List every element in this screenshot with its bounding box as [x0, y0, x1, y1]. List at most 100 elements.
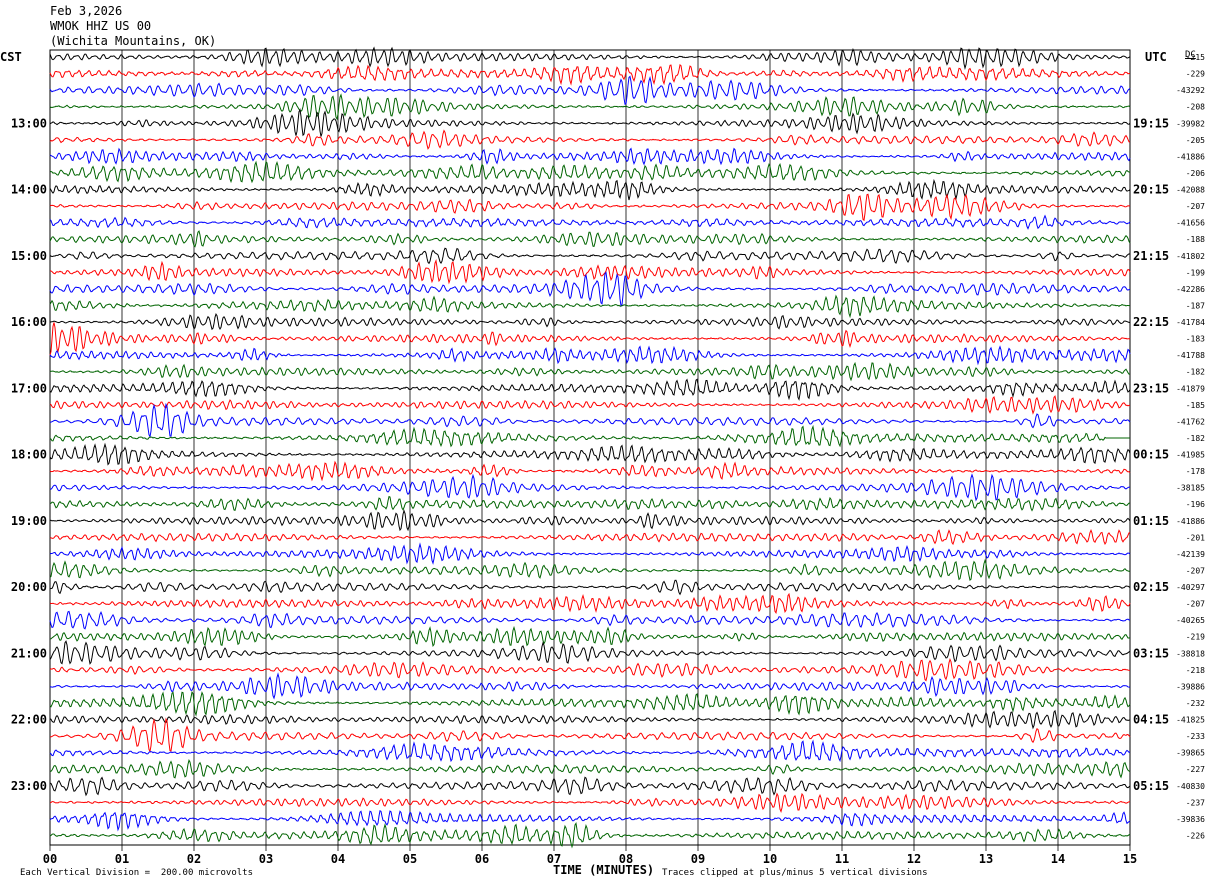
- x-axis-label: TIME (MINUTES): [553, 863, 655, 877]
- station-location: (Wichita Mountains, OK): [50, 34, 217, 48]
- seismic-trace: [49, 658, 1131, 682]
- dc-offset-label: -39865: [1176, 749, 1205, 758]
- dc-offset-label: -227: [1186, 765, 1205, 774]
- x-tick-label: 05: [403, 852, 417, 866]
- utc-hour-label: 22:15: [1133, 315, 1169, 329]
- dc-offset-label: -201: [1186, 533, 1205, 542]
- seismic-trace: [49, 460, 1131, 482]
- seismic-trace: [49, 247, 1131, 265]
- cst-hour-label: 21:00: [11, 646, 47, 660]
- seismic-trace: [49, 442, 1131, 466]
- cst-hour-label: 14:00: [11, 183, 47, 197]
- cst-hour-label: 20:00: [11, 580, 47, 594]
- x-tick-label: 03: [259, 852, 273, 866]
- dc-offset-label: -226: [1186, 831, 1205, 840]
- dc-offset-label: -41886: [1176, 517, 1205, 526]
- dc-offset-label: -41825: [1176, 716, 1205, 725]
- seismic-trace: [49, 75, 1131, 105]
- dc-offset-label: -41886: [1176, 152, 1205, 161]
- x-tick-label: 09: [691, 852, 705, 866]
- x-tick-label: 07: [547, 852, 561, 866]
- seismic-trace: [49, 640, 1131, 665]
- utc-hour-label: 03:15: [1133, 646, 1169, 660]
- seismic-trace: [49, 361, 1131, 382]
- seismic-trace: [49, 46, 1131, 70]
- dc-offset-label: -207: [1186, 600, 1205, 609]
- seismic-trace: [49, 739, 1131, 763]
- dc-offset-label: -40265: [1176, 616, 1205, 625]
- dc-offset-label: -41985: [1176, 451, 1205, 460]
- scale-note: Each Vertical Division = 200.00 microvol…: [20, 868, 253, 878]
- cst-hour-label: 13:00: [11, 116, 47, 130]
- dc-offset-label: -41762: [1176, 417, 1205, 426]
- seismic-trace: [49, 809, 1131, 832]
- seismic-trace: [49, 672, 1131, 700]
- x-tick-label: 14: [1051, 852, 1065, 866]
- left-timezone-label: CST: [0, 50, 22, 64]
- utc-hour-label: 04:15: [1133, 713, 1169, 727]
- utc-hour-label: 01:15: [1133, 514, 1169, 528]
- dc-offset-label: -41784: [1176, 318, 1205, 327]
- x-tick-label: 02: [187, 852, 201, 866]
- utc-hour-label: 00:15: [1133, 448, 1169, 462]
- x-tick-label: 15: [1123, 852, 1137, 866]
- seismic-trace: [49, 690, 1131, 717]
- seismic-trace: [49, 776, 1131, 797]
- seismic-trace: [49, 345, 1131, 366]
- right-timezone-label: UTC: [1145, 50, 1167, 64]
- cst-hour-label: 16:00: [11, 315, 47, 329]
- seismic-trace: [49, 759, 1131, 779]
- x-tick-label: 13: [979, 852, 993, 866]
- dc-offset-label: -183: [1186, 335, 1205, 344]
- x-tick-label: 10: [763, 852, 777, 866]
- dc-offset-label: -39836: [1176, 815, 1205, 824]
- dc-offset-label: -185: [1186, 401, 1205, 410]
- cst-hour-label: 17:00: [11, 381, 47, 395]
- dc-offset-label: -196: [1186, 500, 1205, 509]
- cst-hour-label: 18:00: [11, 448, 47, 462]
- dc-offset-label: -199: [1186, 268, 1205, 277]
- dc-offset-label: -187: [1186, 301, 1205, 310]
- seismic-trace: [49, 558, 1131, 582]
- dc-offset-label: -219: [1186, 633, 1205, 642]
- dc-offset-label: -42286: [1176, 285, 1205, 294]
- dc-offset-label: -43292: [1176, 86, 1205, 95]
- station-code: WMOK HHZ US 00: [50, 19, 152, 33]
- utc-hour-label: 02:15: [1133, 580, 1169, 594]
- cst-hour-label: 19:00: [11, 514, 47, 528]
- dc-offset-label: -205: [1186, 136, 1205, 145]
- seismic-trace: [49, 108, 1131, 137]
- seismic-trace: [49, 822, 1131, 849]
- cst-hour-label: 15:00: [11, 249, 47, 263]
- dc-offset-label: -215: [1186, 53, 1205, 62]
- seismic-trace: [49, 271, 1131, 308]
- plot-frame: [49, 49, 1131, 846]
- x-tick-label: 06: [475, 852, 489, 866]
- seismic-trace: [49, 509, 1131, 532]
- seismic-trace: [49, 592, 1131, 614]
- dc-offset-label: -229: [1186, 70, 1205, 79]
- seismic-trace: [49, 313, 1131, 331]
- seismic-trace: [49, 193, 1131, 222]
- seismic-trace: [49, 579, 1131, 596]
- seismic-trace: [49, 542, 1131, 565]
- recording-date: Feb 3,2026: [50, 4, 123, 18]
- dc-offset-label: -42139: [1176, 550, 1205, 559]
- cst-hour-label: 22:00: [11, 713, 47, 727]
- x-tick-label: 11: [835, 852, 849, 866]
- dc-offset-label: -39886: [1176, 682, 1205, 691]
- seismic-trace: [49, 424, 1130, 448]
- seismic-trace: [49, 610, 1131, 630]
- dc-offset-label: -41879: [1176, 384, 1205, 393]
- dc-offset-label: -40830: [1176, 782, 1205, 791]
- seismic-trace: [49, 214, 1131, 230]
- seismic-trace: [49, 63, 1131, 86]
- dc-offset-label: -41656: [1176, 219, 1205, 228]
- dc-offset-label: -38185: [1176, 484, 1205, 493]
- dc-offset-label: -38818: [1176, 649, 1205, 658]
- dc-offset-label: -39982: [1176, 119, 1205, 128]
- seismic-trace: [49, 93, 1131, 121]
- seismic-trace: [49, 230, 1131, 248]
- utc-hour-label: 20:15: [1133, 183, 1169, 197]
